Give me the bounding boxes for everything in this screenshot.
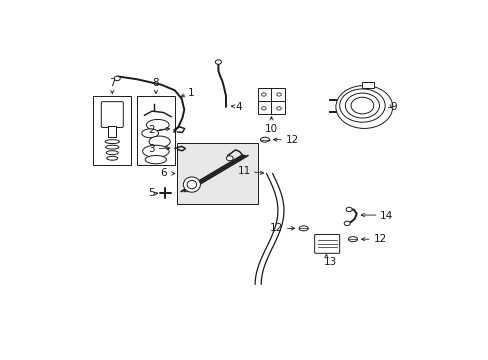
Ellipse shape bbox=[105, 140, 119, 144]
Text: 3: 3 bbox=[148, 144, 155, 153]
Text: 13: 13 bbox=[323, 257, 336, 267]
Text: 12: 12 bbox=[285, 135, 299, 145]
FancyBboxPatch shape bbox=[314, 234, 339, 253]
Ellipse shape bbox=[299, 226, 307, 231]
Circle shape bbox=[261, 93, 265, 96]
Text: 6: 6 bbox=[160, 168, 167, 179]
Circle shape bbox=[344, 221, 349, 226]
Ellipse shape bbox=[187, 180, 196, 189]
Ellipse shape bbox=[347, 237, 357, 242]
Bar bbox=[93, 96, 131, 165]
Text: 11: 11 bbox=[237, 166, 250, 176]
Ellipse shape bbox=[226, 156, 233, 161]
Ellipse shape bbox=[260, 137, 269, 142]
Text: 12: 12 bbox=[269, 223, 282, 233]
Bar bbox=[108, 126, 116, 138]
Ellipse shape bbox=[350, 97, 373, 114]
Ellipse shape bbox=[335, 85, 392, 129]
Ellipse shape bbox=[142, 129, 158, 138]
Circle shape bbox=[346, 207, 351, 212]
Text: 2: 2 bbox=[148, 125, 155, 135]
Bar bbox=[137, 96, 175, 165]
Ellipse shape bbox=[146, 120, 169, 131]
Bar bbox=[176, 143, 258, 204]
Circle shape bbox=[261, 107, 265, 110]
Ellipse shape bbox=[183, 177, 200, 192]
Ellipse shape bbox=[142, 145, 169, 157]
Bar bbox=[258, 87, 284, 114]
Text: 9: 9 bbox=[390, 102, 397, 112]
Bar bbox=[362, 82, 373, 87]
Text: 12: 12 bbox=[373, 234, 386, 244]
Text: 1: 1 bbox=[188, 88, 194, 98]
Ellipse shape bbox=[345, 93, 379, 118]
Text: 10: 10 bbox=[264, 123, 278, 134]
Ellipse shape bbox=[106, 151, 118, 155]
Text: 7: 7 bbox=[109, 77, 115, 87]
FancyBboxPatch shape bbox=[101, 102, 123, 127]
Text: 8: 8 bbox=[152, 77, 159, 87]
Ellipse shape bbox=[339, 89, 385, 122]
Ellipse shape bbox=[149, 136, 170, 147]
Circle shape bbox=[215, 60, 221, 64]
Circle shape bbox=[276, 93, 281, 96]
Ellipse shape bbox=[106, 156, 118, 160]
Circle shape bbox=[276, 107, 281, 110]
Ellipse shape bbox=[105, 145, 119, 149]
Circle shape bbox=[114, 76, 120, 81]
Text: 5: 5 bbox=[148, 188, 154, 198]
Text: 4: 4 bbox=[235, 102, 242, 112]
Text: 14: 14 bbox=[379, 211, 392, 221]
Ellipse shape bbox=[145, 156, 166, 164]
